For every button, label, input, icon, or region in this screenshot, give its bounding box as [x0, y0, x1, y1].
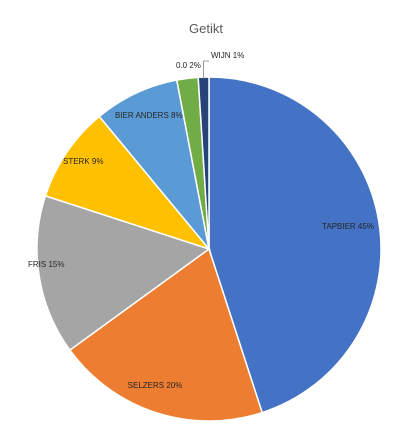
slice-labels: TAPBIER 45% SELZERS 20% FRIS 15% STERK 9% BI…: [28, 51, 374, 390]
leader-lines: [203, 60, 209, 80]
pie-slices: [36, 76, 382, 422]
chart-title: Getikt: [189, 21, 223, 36]
pie-slice-sterk-9: [44, 115, 212, 251]
pie-slice-tapbier-45: [208, 76, 382, 414]
pie-slice-fris-15: [36, 194, 211, 352]
slice-label-selzers-20: SELZERS 20%: [128, 381, 183, 390]
slice-label-fris-15: FRIS 15%: [28, 260, 64, 269]
slice-label-sterk-9: STERK 9%: [63, 157, 103, 166]
slice-label-tapbier-45: TAPBIER 45%: [322, 222, 374, 231]
pie-slice-selzers-20: [68, 247, 264, 422]
slice-label-wijn-1: WIJN 1%: [211, 51, 244, 60]
slice-label-0-0-2: 0.0 2%: [176, 61, 201, 70]
leader-line-wijn: [203, 60, 209, 80]
slice-label-bier-anders-8: BIER ANDERS 8%: [115, 111, 183, 120]
